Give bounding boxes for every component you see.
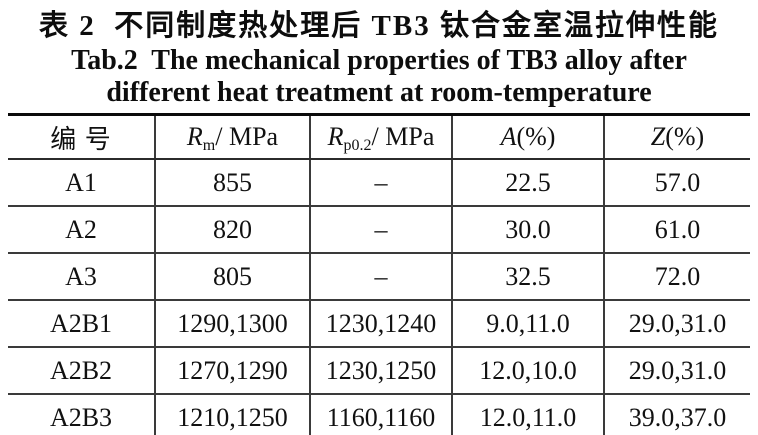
cell-rp02: – (309, 252, 452, 300)
cell-elongation: 22.5 (451, 159, 604, 206)
col-header-elongation-symbol: A (500, 122, 517, 151)
cell-rp02: 1230,1240 (309, 299, 452, 347)
cell-specimen-id: A1 (65, 167, 97, 197)
cell-rm: 820 (154, 205, 310, 253)
col-header-rm-subscript: m (202, 137, 216, 154)
col-header-rm: Rm/ MPa (154, 114, 310, 160)
col-header-rm-symbol: R (186, 122, 203, 151)
cell-elongation: 9.0,11.0 (451, 299, 604, 347)
cell-specimen-id: A2B1 (8, 299, 155, 347)
cell-elongation: 12.0,11.0 (451, 393, 604, 435)
table-row: A2B1 1290,1300 1230,1240 9.0,11.0 29.0,3… (8, 299, 750, 347)
cell-rp02: – (309, 205, 452, 253)
col-header-elongation-unit: (%) (516, 122, 556, 151)
cell-reduction: 29.0,31.0 (603, 299, 750, 347)
cell-rm: 1290,1300 (154, 299, 310, 347)
cell-specimen-id: A2 (8, 205, 155, 253)
cell-rm: 805 (154, 252, 310, 300)
table-caption-zh: 表 2 不同制度热处理后 TB3 钛合金室温拉伸性能 (39, 10, 719, 42)
cell-rp02: 1160,1160 (309, 393, 452, 435)
cell-rm: 1270,1290 (154, 346, 310, 394)
table-row: A2B2 1270,1290 1230,1250 12.0,10.0 29.0,… (8, 346, 750, 394)
cell-rp02: – (309, 159, 452, 206)
col-header-elongation: A(%) (451, 114, 604, 160)
header-row: 编 号 Rm/ MPa Rp0.2/ MPa A(%) Z(%) (8, 114, 750, 160)
cell-reduction: 29.0,31.0 (603, 346, 750, 394)
col-header-reduction-unit: (%) (665, 122, 705, 151)
table-caption-en-line2: different heat treatment at room-tempera… (106, 77, 652, 108)
col-header-rp02-symbol: R (327, 122, 344, 151)
col-header-rp02-unit: / MPa (371, 122, 435, 151)
cell-specimen-id: A2B2 (8, 346, 155, 394)
cell-reduction: 72.0 (603, 252, 750, 300)
col-header-specimen-id-label: 编 号 (50, 124, 112, 154)
col-header-rm-unit: / MPa (215, 122, 279, 151)
cell-elongation: 32.5 (451, 252, 604, 300)
cell-elongation: 12.0,10.0 (451, 346, 604, 394)
col-header-rp02-subscript: p0.2 (343, 137, 372, 154)
cell-specimen-id: A3 (8, 252, 155, 300)
table-row: A1 855 – 22.5 57.0 (8, 159, 750, 206)
table-row: A3 805 – 32.5 72.0 (8, 252, 750, 300)
cell-rm: 1210,1250 (154, 393, 310, 435)
cell-specimen-id: A2B3 (8, 393, 155, 435)
cell-reduction: 39.0,37.0 (603, 393, 750, 435)
cell-reduction: 57.0 (603, 159, 750, 206)
col-header-specimen-id: 编 号 (8, 114, 155, 160)
cell-rm: 855 (154, 159, 310, 206)
mechanical-properties-table: 编 号 Rm/ MPa Rp0.2/ MPa A(%) Z(%) A1 855 (8, 113, 750, 435)
cell-rp02: 1230,1250 (309, 346, 452, 394)
col-header-reduction-symbol: Z (650, 122, 666, 151)
col-header-reduction: Z(%) (603, 114, 750, 160)
cell-elongation: 30.0 (451, 205, 604, 253)
cell-reduction: 61.0 (603, 205, 750, 253)
col-header-rp02: Rp0.2/ MPa (309, 114, 452, 160)
table-row: A2 820 – 30.0 61.0 (8, 205, 750, 253)
table-caption-en-line1: Tab.2 The mechanical properties of TB3 a… (71, 45, 687, 76)
table-row: A2B3 1210,1250 1160,1160 12.0,11.0 39.0,… (8, 393, 750, 435)
